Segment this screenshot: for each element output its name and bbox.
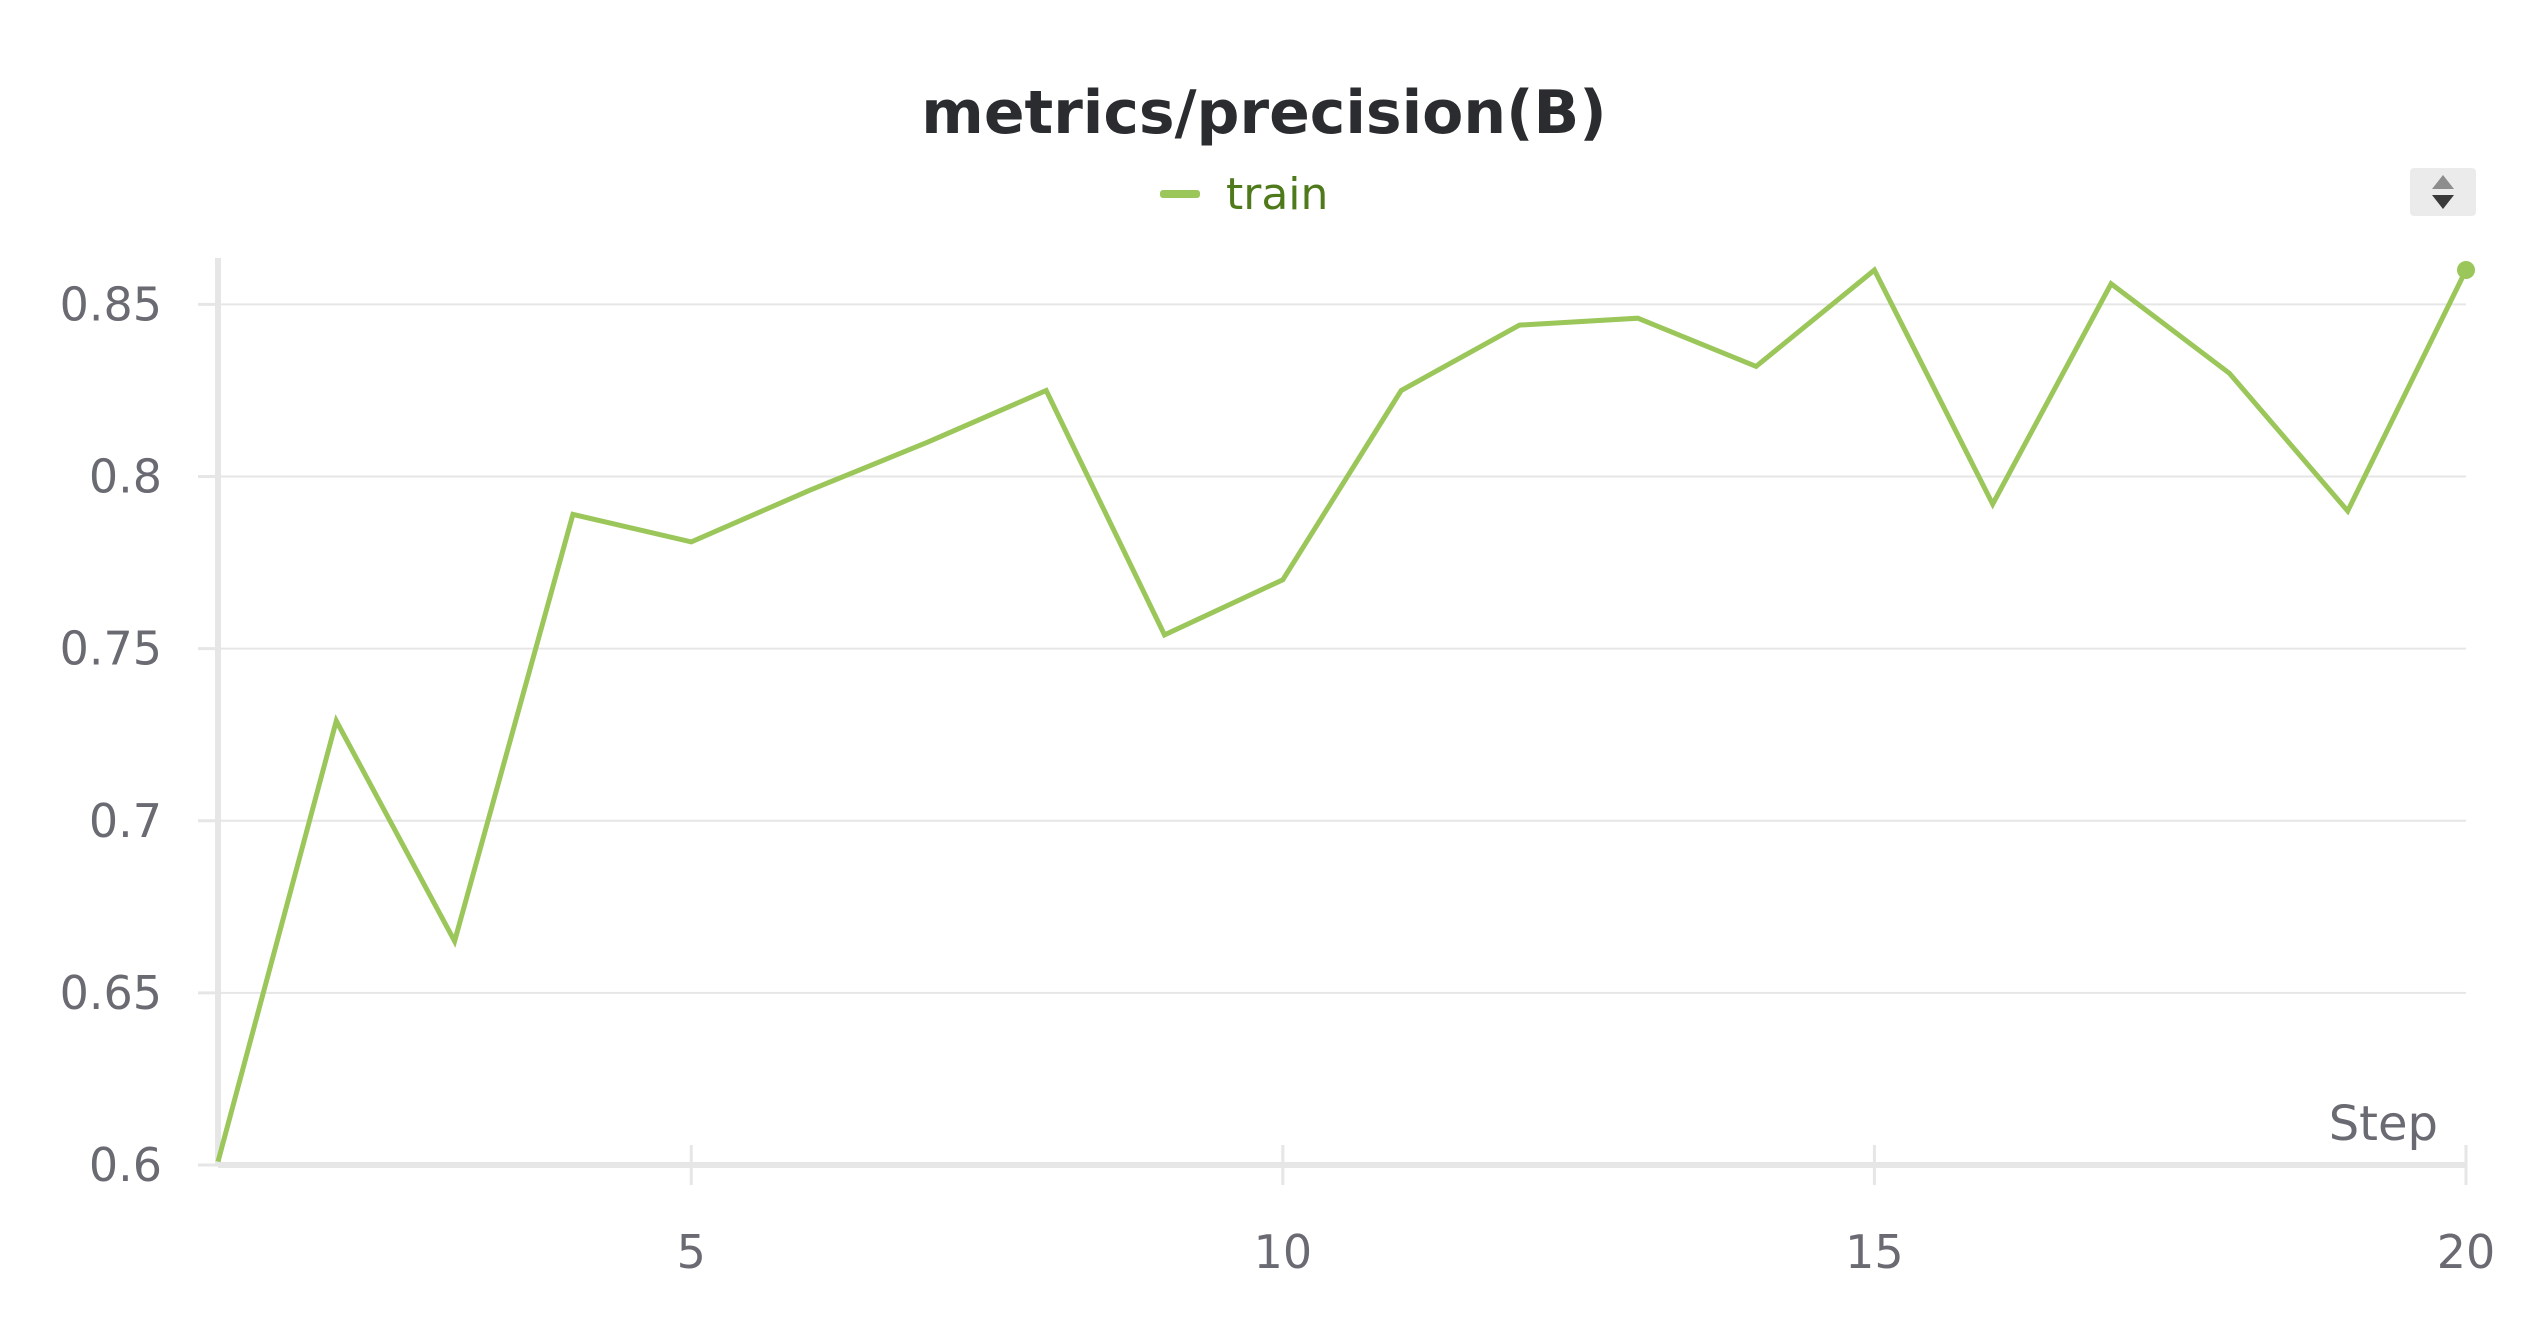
y-tick-label: 0.85	[60, 277, 162, 331]
y-tick-label: 0.75	[60, 622, 162, 676]
y-tick-label: 0.7	[89, 794, 162, 848]
arrow-up-icon[interactable]	[2432, 175, 2454, 189]
y-tick-label: 0.8	[89, 450, 162, 504]
y-tick-label: 0.6	[89, 1138, 162, 1192]
updown-arrows-icon[interactable]	[2410, 168, 2476, 216]
x-axis-label: Step	[2329, 1096, 2438, 1152]
x-tick-label: 20	[2437, 1225, 2496, 1279]
legend-swatch-train	[1160, 190, 1200, 198]
legend: train	[1160, 166, 1328, 222]
x-tick-label: 10	[1254, 1225, 1313, 1279]
arrow-down-icon[interactable]	[2432, 195, 2454, 209]
y-tick-label: 0.65	[60, 966, 162, 1020]
chart-title: metrics/precision(B)	[921, 78, 1607, 148]
series-line-train	[215, 266, 2469, 1163]
x-tick-label: 5	[677, 1225, 706, 1279]
legend-label-train[interactable]: train	[1226, 168, 1329, 220]
data-point	[2457, 261, 2475, 279]
x-tick-label: 15	[1845, 1225, 1904, 1279]
